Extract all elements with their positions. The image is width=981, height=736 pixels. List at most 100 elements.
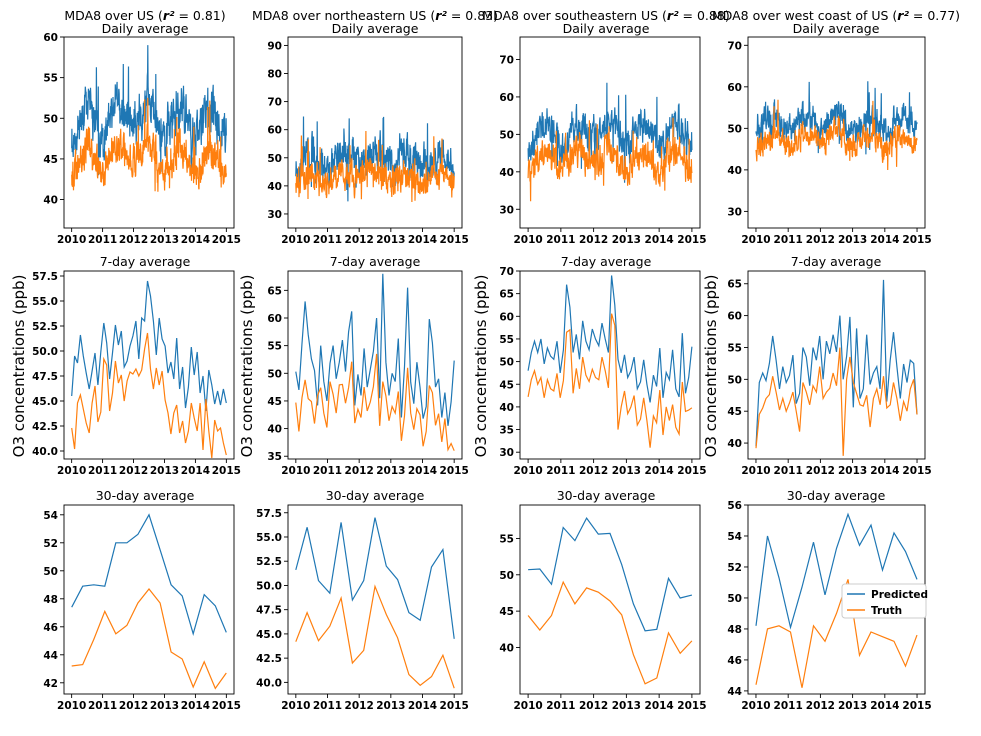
row-title-30day-3: 30-day average	[557, 488, 656, 503]
x-tick-label-us-daily-2015: 2015	[212, 234, 241, 246]
y-tick-label-se-7day-30: 30	[499, 447, 514, 459]
x-tick-label-se-7day-2015: 2015	[677, 465, 706, 477]
y-tick-label-ne-daily-50: 50	[267, 153, 282, 165]
y-tick-label-wc-7day-65: 65	[727, 279, 742, 291]
y-tick-label-se-7day-40: 40	[499, 402, 514, 414]
y-tick-label-us-7day-52.5: 52.5	[32, 321, 58, 333]
x-tick-label-se-7day-2013: 2013	[612, 465, 641, 477]
y-tick-label-us-daily-50: 50	[43, 113, 58, 125]
x-tick-label-us-daily-2010: 2010	[57, 234, 86, 246]
axes-frame-us-30day	[63, 504, 235, 695]
x-tick-label-us-7day-2012: 2012	[119, 465, 148, 477]
panel-us-7day: 2010 2011 2012 2013 2014 2015 40.0 42.5 45.0 47.5…	[32, 270, 241, 477]
y-tick-label-ne-daily-60: 60	[267, 125, 282, 137]
y-tick-label-us-30day-54: 54	[43, 510, 58, 522]
x-tick-label-se-30day-2014: 2014	[645, 700, 674, 712]
x-tick-label-us-7day-2015: 2015	[212, 465, 241, 477]
series-predicted-ne-30day	[295, 517, 455, 639]
y-tick-label-ne-30day-42.5: 42.5	[256, 653, 282, 665]
y-tick-label-se-7day-65: 65	[499, 289, 514, 301]
x-tick-label-us-30day-2012: 2012	[119, 700, 148, 712]
x-tick-label-wc-30day-2012: 2012	[806, 700, 835, 712]
y-tick-label-ne-7day-50: 50	[267, 368, 282, 380]
y-tick-label-wc-7day-45: 45	[727, 406, 742, 418]
y-tick-label-ne-daily-30: 30	[267, 209, 282, 221]
y-tick-label-se-7day-60: 60	[499, 311, 514, 323]
axes-frame-wc-daily	[747, 36, 926, 229]
panel-wc-7day: 2010 2011 2012 2013 2014 2015 40 45 50 55 60 65	[727, 270, 932, 477]
column-title-3: MDA8 over southeastern US (r² = 0.88)	[482, 8, 729, 23]
x-tick-label-wc-7day-2014: 2014	[870, 465, 899, 477]
x-tick-label-se-30day-2010: 2010	[513, 700, 542, 712]
series-predicted-wc-30day	[755, 512, 918, 630]
row-title-7day-2: 7-day average	[330, 254, 421, 269]
x-tick-label-us-30day-2014: 2014	[181, 700, 210, 712]
y-tick-label-se-30day-50: 50	[499, 570, 514, 582]
x-tick-label-us-7day-2013: 2013	[150, 465, 179, 477]
x-tick-label-se-30day-2013: 2013	[612, 700, 641, 712]
x-tick-label-us-7day-2011: 2011	[88, 465, 117, 477]
y-tick-label-ne-30day-57.5: 57.5	[256, 508, 282, 520]
panel-se-7day: 2010 2011 2012 2013 2014 2015 30 35 40 45 50 55 60 65…	[499, 266, 706, 477]
y-tick-label-wc-30day-48: 48	[727, 624, 742, 636]
column-title-2: MDA8 over northeastern US (r² = 0.83)	[252, 8, 498, 23]
x-tick-label-ne-7day-2010: 2010	[281, 465, 310, 477]
y-tick-label-us-7day-42.5: 42.5	[32, 421, 58, 433]
panel-wc-30day: 2010 2011 2012 2013 2014 2015 44 46 48 50 52 54 56	[727, 500, 931, 712]
series-predicted-se-30day	[528, 516, 693, 632]
y-tick-label-us-30day-44: 44	[43, 650, 58, 662]
y-tick-label-wc-daily-40: 40	[727, 165, 742, 177]
x-tick-label-se-daily-2010: 2010	[513, 234, 542, 246]
y-tick-label-wc-30day-50: 50	[727, 593, 742, 605]
series-predicted-se-daily	[527, 82, 693, 183]
series-truth-ne-30day	[295, 584, 455, 689]
x-tick-label-se-daily-2015: 2015	[677, 234, 706, 246]
y-tick-label-se-daily-40: 40	[499, 167, 514, 179]
x-tick-label-ne-daily-2013: 2013	[376, 234, 405, 246]
y-axis-label-1: O3 concentrations (ppb)	[10, 275, 28, 458]
x-tick-label-us-daily-2013: 2013	[150, 234, 179, 246]
row-title-daily-3: Daily average	[563, 21, 650, 36]
y-tick-label-se-30day-40: 40	[499, 642, 514, 654]
row-title-30day-1: 30-day average	[96, 488, 195, 503]
axes-frame-ne-30day	[287, 504, 463, 695]
x-tick-label-wc-7day-2012: 2012	[806, 465, 835, 477]
x-tick-label-us-30day-2013: 2013	[150, 700, 179, 712]
series-predicted-ne-7day	[295, 273, 455, 426]
x-tick-label-wc-30day-2013: 2013	[838, 700, 867, 712]
x-tick-label-wc-daily-2014: 2014	[870, 234, 899, 246]
x-tick-label-wc-7day-2013: 2013	[838, 465, 867, 477]
y-tick-label-ne-daily-40: 40	[267, 181, 282, 193]
x-tick-label-wc-7day-2011: 2011	[774, 465, 803, 477]
row-title-7day-1: 7-day average	[100, 254, 191, 269]
x-tick-label-wc-daily-2011: 2011	[774, 234, 803, 246]
y-tick-label-se-daily-60: 60	[499, 92, 514, 104]
x-tick-label-ne-7day-2015: 2015	[440, 465, 469, 477]
series-truth-us-7day	[71, 332, 227, 459]
series-truth-ne-daily	[295, 130, 455, 203]
series-truth-se-30day	[527, 580, 693, 685]
x-tick-label-us-7day-2014: 2014	[181, 465, 210, 477]
x-tick-label-ne-7day-2012: 2012	[345, 465, 374, 477]
y-tick-label-wc-daily-30: 30	[727, 206, 742, 218]
y-tick-label-us-daily-60: 60	[43, 32, 58, 44]
axes-frame-se-daily	[519, 36, 701, 229]
x-tick-label-wc-7day-2010: 2010	[741, 465, 770, 477]
y-tick-label-ne-7day-60: 60	[267, 313, 282, 325]
y-tick-label-ne-30day-50.0: 50.0	[256, 580, 282, 592]
x-tick-label-ne-daily-2012: 2012	[345, 234, 374, 246]
y-tick-label-se-30day-45: 45	[499, 606, 514, 618]
y-tick-label-ne-30day-55.0: 55.0	[256, 532, 282, 544]
x-tick-label-se-30day-2012: 2012	[579, 700, 608, 712]
row-title-30day-2: 30-day average	[326, 488, 425, 503]
axes-frame-us-daily	[63, 36, 235, 229]
x-tick-label-se-30day-2015: 2015	[677, 700, 706, 712]
series-truth-se-7day	[527, 313, 693, 448]
series-truth-wc-7day	[755, 347, 918, 456]
x-tick-label-wc-30day-2014: 2014	[870, 700, 899, 712]
y-tick-label-ne-daily-90: 90	[267, 40, 282, 52]
x-tick-label-wc-daily-2012: 2012	[806, 234, 835, 246]
y-tick-label-se-30day-55: 55	[499, 533, 514, 545]
x-tick-label-ne-7day-2011: 2011	[313, 465, 342, 477]
